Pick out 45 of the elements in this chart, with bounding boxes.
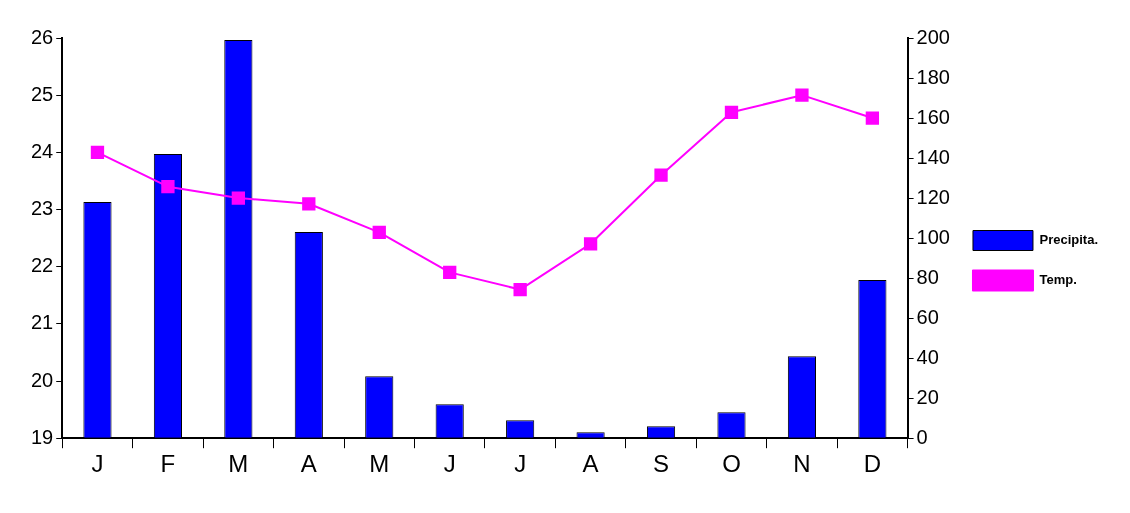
y2-tick-label: 20 — [916, 385, 939, 408]
x-tick-label: M — [228, 450, 249, 478]
y-tick-label: 19 — [31, 425, 54, 448]
y2-tick-label: 180 — [916, 65, 950, 88]
point — [724, 105, 739, 119]
point — [865, 111, 880, 125]
x-tick-label: N — [793, 450, 811, 478]
x-tick-label: D — [863, 450, 882, 478]
y-tick-label: 21 — [31, 311, 54, 334]
x-tick-label: F — [160, 450, 176, 478]
x-tick-label: S — [653, 450, 670, 478]
x-tick-label: J — [514, 450, 527, 478]
y2-tick-label: 100 — [916, 225, 950, 248]
point — [372, 225, 386, 240]
y-tick-label: 20 — [31, 368, 54, 391]
y2-tick-label: 140 — [916, 145, 950, 168]
y2-tick-label: 200 — [916, 25, 950, 48]
y2-tick-label: 120 — [916, 185, 950, 208]
point — [583, 237, 598, 251]
point — [795, 88, 809, 102]
y2-tick-label: 60 — [916, 305, 939, 328]
x-tick-label: A — [582, 450, 599, 478]
x-tick-label: J — [91, 450, 104, 478]
point — [161, 179, 175, 194]
y2-tick-label: 80 — [916, 265, 939, 288]
y2-tick-label: 160 — [916, 105, 950, 128]
y2-tick-label: 40 — [916, 345, 939, 368]
y-tick-label: 24 — [31, 139, 54, 162]
y-tick-label: 26 — [31, 25, 54, 48]
point — [302, 197, 316, 211]
x-tick-label: M — [369, 450, 390, 478]
y-tick-label: 25 — [31, 82, 54, 105]
x-tick-label: A — [300, 450, 317, 478]
x-tick-label: J — [443, 450, 456, 478]
x-tick-label: O — [722, 450, 741, 478]
point — [654, 168, 668, 182]
point — [231, 191, 246, 205]
legend-label: Precipita. — [1039, 232, 1099, 248]
y-tick-label: 22 — [31, 254, 54, 277]
legend-label: Temp. — [1039, 272, 1077, 288]
y-tick-label: 23 — [31, 197, 54, 220]
point — [443, 265, 457, 280]
y2-tick-label: 0 — [916, 425, 928, 448]
point — [513, 282, 527, 297]
point — [90, 145, 105, 159]
